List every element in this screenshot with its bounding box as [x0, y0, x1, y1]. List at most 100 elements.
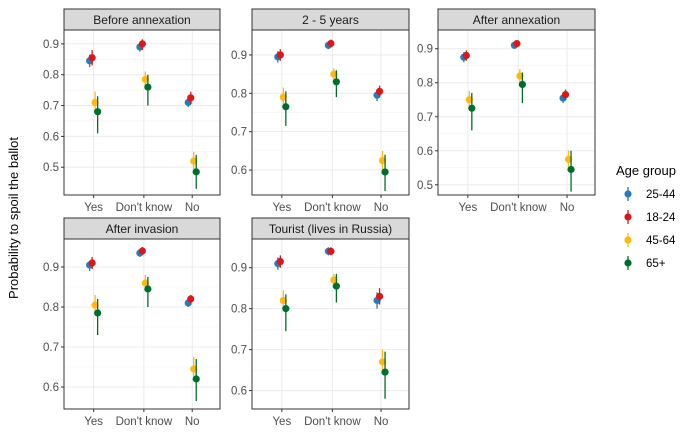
y-tick-label: 0.6	[231, 165, 247, 177]
y-tick-label: 0.6	[417, 146, 433, 158]
data-point	[516, 72, 524, 80]
data-point	[276, 51, 284, 59]
data-point	[190, 157, 198, 165]
data-point	[513, 40, 521, 48]
legend-label: 25-44	[646, 189, 676, 201]
data-point	[88, 259, 96, 267]
data-point	[187, 94, 195, 102]
y-tick-label: 0.7	[231, 127, 247, 139]
data-point	[91, 301, 99, 309]
y-tick-label: 0.8	[417, 78, 433, 90]
y-tick-label: 0.8	[43, 302, 59, 314]
y-tick-label: 0.9	[231, 50, 247, 62]
legend-title: Age group	[616, 163, 676, 178]
x-tick-label: Yes	[458, 202, 477, 214]
data-point	[279, 296, 287, 305]
legend-keys: 25-44 18-24 45-64 65+	[624, 187, 676, 270]
data-point	[144, 285, 152, 293]
y-tick-label: 0.6	[43, 131, 59, 143]
facet-title: Tourist (lives in Russia)	[269, 222, 392, 236]
data-point	[138, 247, 146, 255]
panel-border	[251, 29, 410, 196]
data-point	[330, 70, 338, 78]
panel-border	[63, 238, 221, 410]
data-point	[332, 282, 340, 290]
x-tick-label: No	[185, 416, 200, 428]
x-tick-label: Don't know	[116, 202, 173, 214]
legend-item: 25-44	[624, 187, 676, 201]
legend-item: 45-64	[624, 233, 676, 247]
y-tick-label: 0.9	[43, 262, 59, 274]
y-axis-title: Probability to spoil the ballot	[6, 137, 21, 299]
data-point	[381, 168, 389, 176]
data-point	[375, 292, 384, 300]
x-tick-label: No	[374, 416, 389, 428]
facet-panel: After invasion 0.6 0.7 0.8 0.9 Yes Don't know N…	[43, 217, 221, 428]
legend-label: 65+	[646, 258, 666, 270]
y-tick-label: 0.6	[43, 382, 59, 394]
data-point	[462, 51, 470, 60]
x-tick-label: Don't know	[116, 416, 173, 428]
x-tick-label: Yes	[272, 416, 291, 428]
data-point	[187, 295, 195, 303]
legend-item: 18-24	[624, 210, 676, 224]
data-point	[518, 80, 526, 89]
legend: Age group 25-44 18-24 45-64 65+	[616, 163, 676, 270]
panel-border	[437, 29, 596, 196]
data-point	[378, 156, 387, 165]
data-point	[190, 365, 198, 373]
data-point	[327, 39, 335, 48]
y-tick-label: 0.9	[417, 44, 433, 56]
y-tick-label: 0.8	[231, 88, 247, 100]
y-tick-label: 0.8	[43, 70, 59, 82]
y-tick-label: 0.7	[417, 112, 433, 124]
data-point	[144, 83, 152, 91]
data-point	[330, 276, 338, 284]
y-tick-label: 0.9	[43, 39, 59, 51]
data-point	[141, 75, 149, 83]
data-point	[282, 305, 290, 313]
y-tick-label: 0.5	[417, 180, 433, 192]
x-tick-label: No	[560, 202, 575, 214]
facet-title: 2 - 5 years	[302, 13, 359, 27]
data-point	[279, 93, 287, 101]
data-point	[88, 54, 96, 62]
legend-label: 18-24	[646, 212, 676, 224]
legend-item: 65+	[624, 256, 666, 270]
y-tick-label: 0.7	[43, 101, 59, 113]
data-point	[378, 358, 387, 366]
y-tick-label: 0.8	[231, 304, 247, 316]
data-point	[138, 40, 146, 48]
panel-border	[251, 238, 410, 410]
data-point	[282, 103, 290, 111]
data-point	[192, 168, 200, 176]
data-point	[276, 257, 284, 266]
data-point	[375, 87, 384, 95]
x-tick-label: No	[185, 202, 200, 214]
x-tick-label: Yes	[272, 202, 291, 214]
y-tick-label: 0.5	[43, 162, 59, 174]
facet-title: After annexation	[473, 13, 560, 27]
facet-title: Before annexation	[93, 13, 190, 27]
data-point	[327, 247, 335, 255]
legend-key-point	[624, 213, 632, 221]
data-point	[465, 96, 473, 104]
data-point	[567, 165, 575, 174]
facet-panel: Before annexation 0.5 0.6 0.7 0.8 0.9 Yes Don't…	[43, 8, 221, 214]
facet-panel: After annexation 0.5 0.6 0.7 0.8 0.9 Yes Don't …	[417, 8, 596, 214]
facet-panel: Tourist (lives in Russia) 0.6 0.7 0.8 0.9 Yes…	[231, 217, 410, 428]
x-tick-label: No	[374, 202, 389, 214]
panels-layer: Before annexation 0.5 0.6 0.7 0.8 0.9 Yes Don't…	[43, 8, 596, 428]
legend-key-point	[624, 259, 632, 267]
panel-border	[63, 29, 221, 196]
data-point	[94, 108, 102, 116]
y-tick-label: 0.9	[231, 263, 247, 275]
y-tick-label: 0.7	[43, 342, 59, 354]
data-point	[332, 78, 340, 86]
facet-panel: 2 - 5 years 0.6 0.7 0.8 0.9 Yes Don't know No	[231, 8, 410, 214]
data-point	[564, 155, 573, 163]
data-point	[381, 368, 389, 376]
x-tick-label: Yes	[84, 416, 103, 428]
